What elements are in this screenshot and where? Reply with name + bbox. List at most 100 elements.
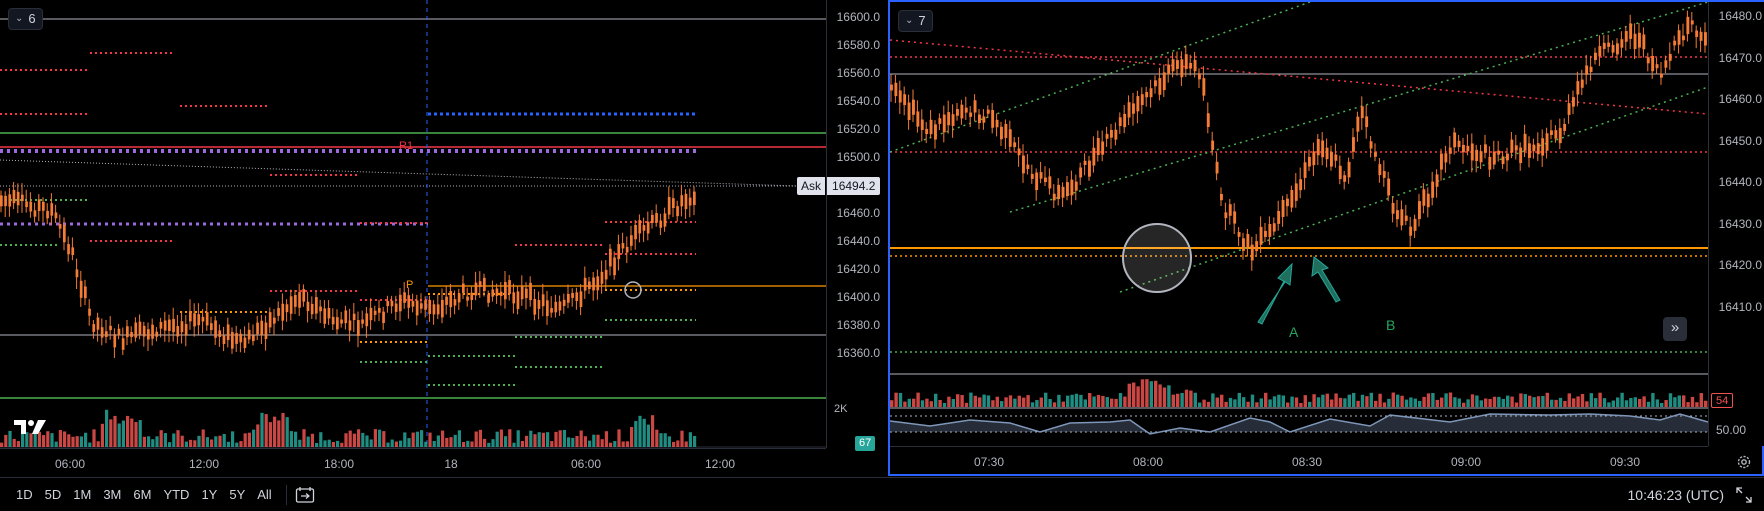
candle <box>37 199 41 212</box>
volume-bar <box>428 432 432 447</box>
candle <box>973 100 977 113</box>
candle <box>693 191 696 206</box>
gear-icon[interactable] <box>1736 454 1752 470</box>
candle <box>1145 92 1149 98</box>
scroll-to-realtime-button[interactable]: » <box>1663 317 1687 341</box>
candle <box>680 195 684 207</box>
candle <box>159 322 163 329</box>
arrow-b <box>1311 256 1341 303</box>
right-chart-canvas[interactable] <box>890 2 1762 474</box>
volume-bar <box>1435 399 1439 407</box>
candle <box>1334 154 1338 161</box>
volume-bar <box>1501 398 1505 407</box>
expand-icon[interactable] <box>1736 487 1752 503</box>
volume-bar <box>411 432 415 447</box>
candle <box>1321 140 1325 158</box>
time-axis-left[interactable]: 06:00 12:00 18:00 18 06:00 12:00 <box>0 448 826 476</box>
candle <box>109 325 112 331</box>
range-button-5y[interactable]: 5Y <box>229 487 246 502</box>
candle <box>1607 42 1611 47</box>
candle <box>1699 31 1703 41</box>
range-button-1m[interactable]: 1M <box>73 487 92 502</box>
volume-bar <box>1704 400 1708 407</box>
volume-bar <box>1154 380 1158 407</box>
volume-bar <box>1572 398 1576 407</box>
price-axis-right[interactable]: 16480.0 16470.0 16460.0 16450.0 16440.0 16430… <box>1708 2 1764 446</box>
candle <box>1690 20 1694 25</box>
candle <box>1686 16 1690 35</box>
volume-bar <box>1290 396 1294 407</box>
volume-bar <box>327 439 331 447</box>
volume-bar <box>42 435 46 447</box>
volume-bar <box>1158 384 1162 407</box>
candle <box>1563 124 1567 131</box>
volume-bar <box>1457 398 1461 407</box>
volume-bar <box>1206 401 1211 407</box>
utc-clock[interactable]: 10:46:23 (UTC) <box>1627 487 1724 503</box>
candle <box>617 244 621 260</box>
price-axis-left[interactable]: 16600.0 16580.0 16560.0 16540.0 16520.0 16500… <box>826 0 886 448</box>
volume-bar <box>1299 402 1303 407</box>
volume-bar <box>382 431 386 447</box>
candle <box>986 109 990 114</box>
range-button-6m[interactable]: 6M <box>133 487 152 502</box>
volume-bar <box>1242 397 1246 407</box>
range-button-5d[interactable]: 5D <box>44 487 62 502</box>
volume-bar <box>180 435 184 447</box>
candle <box>277 308 280 316</box>
volume-bar <box>319 432 323 447</box>
candle <box>1281 199 1285 217</box>
time-axis-right[interactable]: 07:30 08:00 08:30 09:00 09:30 <box>890 446 1708 474</box>
candle <box>491 289 495 297</box>
volume-bar <box>201 429 205 447</box>
candle <box>1400 209 1404 226</box>
volume-bar <box>554 431 558 447</box>
volume-bar <box>1083 399 1087 407</box>
price-tick-label: 16420.0 <box>836 262 880 276</box>
chart-pane-right[interactable]: ⌄ 7 16480.0 16470.0 16460.0 16450.0 16440.0 1… <box>888 0 1764 476</box>
volume-bar <box>625 441 629 447</box>
candle <box>42 201 45 211</box>
candle <box>289 296 293 314</box>
volume-bar <box>394 441 398 447</box>
volume-bar <box>88 442 92 447</box>
range-button-1d[interactable]: 1D <box>16 487 33 502</box>
candle <box>361 319 364 324</box>
volume-bar <box>592 434 596 447</box>
bottom-toolbar: 1D 5D 1M 3M 6M YTD 1Y 5Y All 10:46:23 (U… <box>0 477 1764 511</box>
volume-bar <box>1277 394 1281 407</box>
volume-bar <box>529 430 533 447</box>
volume-bar <box>512 442 516 447</box>
volume-bar <box>520 440 524 447</box>
candle <box>978 114 981 124</box>
candle <box>667 197 671 215</box>
time-tick-label: 06:00 <box>570 457 602 471</box>
calendar-range-icon[interactable] <box>295 486 315 504</box>
candle <box>168 319 171 331</box>
candle <box>449 291 453 308</box>
candle <box>1110 129 1113 138</box>
range-button-all[interactable]: All <box>257 487 272 502</box>
volume-bar <box>1220 394 1224 407</box>
channel-upper <box>890 2 1311 153</box>
range-button-1y[interactable]: 1Y <box>201 487 218 502</box>
candle <box>1233 211 1237 224</box>
candle <box>1286 198 1289 207</box>
candle <box>1580 79 1584 88</box>
range-button-ytd[interactable]: YTD <box>163 487 190 502</box>
volume-bar <box>197 435 201 447</box>
chart-pane-left[interactable]: ⌄ 6 16600.0 16580.0 16560.0 16540.0 16520.0 1… <box>0 0 886 476</box>
pane-tag-left[interactable]: ⌄ 6 <box>8 8 43 30</box>
annotation-b: B <box>1386 317 1396 333</box>
candle <box>1457 140 1461 148</box>
volume-bar <box>33 431 37 447</box>
range-button-3m[interactable]: 3M <box>103 487 122 502</box>
volume-bar <box>373 429 377 447</box>
candle <box>1426 193 1430 208</box>
candle <box>1022 155 1025 174</box>
candle <box>1488 156 1492 170</box>
left-chart-canvas[interactable] <box>0 0 886 476</box>
volume-bar <box>609 442 613 447</box>
pane-tag-right[interactable]: ⌄ 7 <box>898 10 933 32</box>
